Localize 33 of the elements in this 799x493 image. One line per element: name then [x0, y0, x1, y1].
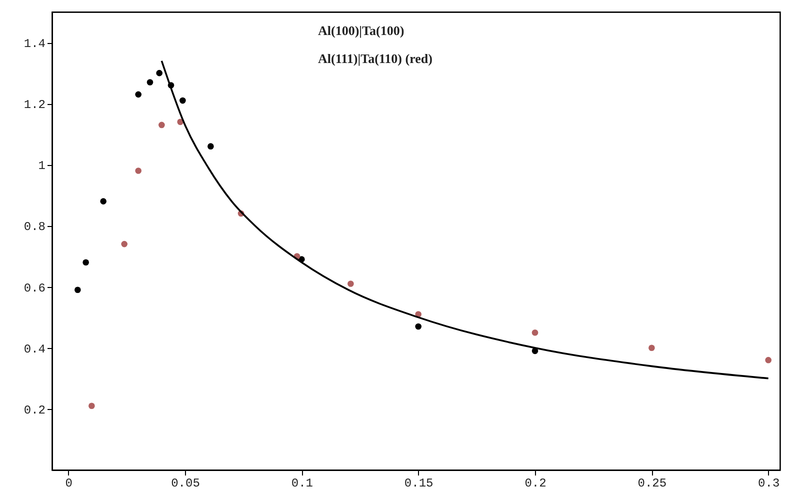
- point: [74, 286, 81, 294]
- x-tick-label: 0.3: [758, 476, 780, 490]
- point: [415, 323, 422, 330]
- y-tick-label: 0.8: [24, 220, 46, 234]
- point: [82, 259, 89, 266]
- point: [532, 329, 538, 336]
- x-tick-label: 0.15: [404, 476, 434, 490]
- point: [158, 122, 165, 128]
- point: [765, 356, 772, 364]
- x-tick-label: 0.1: [291, 476, 313, 490]
- y-tick-label: 1: [38, 159, 46, 174]
- point: [648, 344, 655, 352]
- point: [121, 240, 128, 248]
- point: [156, 70, 162, 76]
- x-tick-label: 0.05: [171, 476, 200, 490]
- x-tick-label: 0.2: [524, 476, 546, 490]
- x-tick-label: 0.25: [638, 476, 667, 490]
- y-tick-label: 0.6: [24, 281, 46, 296]
- y-tick-label: 1.2: [24, 98, 46, 112]
- y-tick-label: 0.4: [24, 342, 46, 356]
- point: [135, 91, 142, 98]
- y-tick-label: 0.2: [24, 403, 46, 418]
- annotation: Al(111)|Ta(110) (red): [318, 51, 432, 66]
- point: [208, 143, 214, 150]
- point: [180, 97, 186, 104]
- annotation: Al(100)|Ta(100): [318, 23, 404, 38]
- point: [135, 168, 142, 174]
- point: [100, 198, 106, 204]
- point: [348, 280, 354, 287]
- point: [146, 79, 154, 86]
- x-tick-label: 0: [65, 476, 72, 490]
- y-tick-label: 1.4: [24, 37, 46, 52]
- point: [88, 402, 95, 410]
